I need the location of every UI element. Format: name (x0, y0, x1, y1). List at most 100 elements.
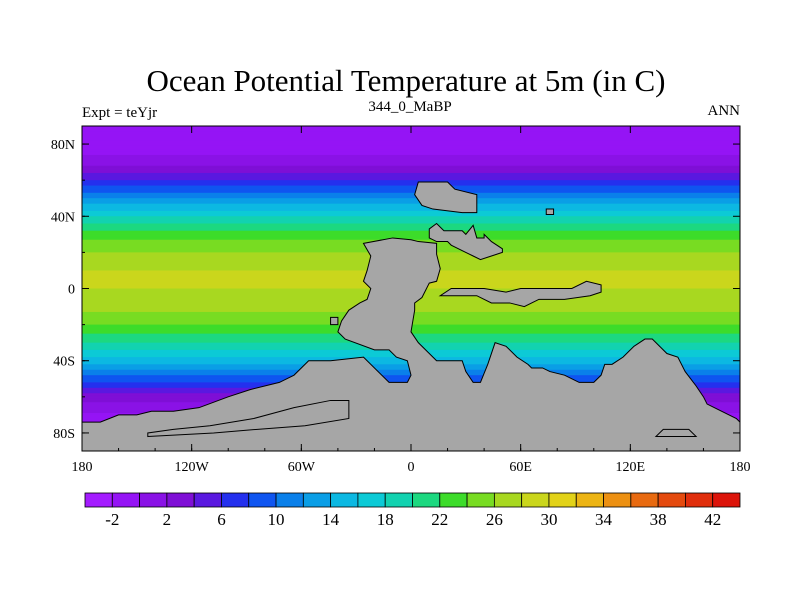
land-east-asia-block (428, 222, 503, 261)
temperature-band (82, 160, 740, 163)
colorbar-swatch (466, 492, 495, 508)
temperature-band (82, 172, 740, 176)
land-antarctic-strip (147, 399, 350, 438)
colorbar-swatch (630, 492, 659, 508)
temperature-band (82, 203, 740, 207)
colorbar-label: 14 (322, 510, 340, 529)
colorbar-swatch (193, 492, 222, 508)
x-tick-label: 60W (288, 460, 316, 475)
colorbar-swatch (84, 492, 113, 508)
colorbar-swatch (384, 492, 413, 508)
temperature-band (82, 227, 740, 230)
colorbar-swatch (712, 492, 741, 508)
x-tick-label: 0 (408, 460, 415, 475)
temperature-band (82, 212, 740, 216)
temperature-band (82, 219, 740, 223)
temperature-band (82, 135, 740, 138)
land-masses (82, 181, 740, 451)
colorbar-label: 10 (268, 510, 285, 529)
y-tick-label: 0 (68, 283, 75, 298)
colorbar-swatch (330, 492, 359, 508)
y-tick-label: 40S (53, 355, 75, 370)
temperature-band (82, 232, 740, 235)
temperature-band (82, 144, 740, 147)
temperature-band (82, 210, 740, 214)
temperature-band (82, 221, 740, 225)
colorbar-swatch (521, 492, 550, 508)
y-tick-label: 40N (51, 210, 75, 225)
land-islet-west-1 (330, 316, 339, 326)
y-tick-label: 80N (51, 138, 75, 153)
colorbar-swatch (166, 492, 195, 508)
colorbar-label: -2 (105, 510, 119, 529)
chart-title: Ocean Potential Temperature at 5m (in C) (147, 63, 666, 98)
temperature-band (82, 192, 740, 196)
temperature-band (82, 154, 740, 158)
temperature-band (82, 196, 740, 199)
temperature-band (82, 140, 740, 143)
temperature-band (82, 205, 740, 208)
plot-area (82, 126, 740, 451)
colorbar-swatch (221, 492, 250, 508)
land-small-island-ne (545, 208, 555, 215)
temperature-band (82, 191, 740, 194)
temperature-band (82, 147, 740, 151)
temperature-band (82, 158, 740, 161)
temperature-band (82, 228, 740, 232)
temperature-band (82, 169, 740, 172)
colorbar-swatch (439, 492, 468, 508)
temperature-band (82, 187, 740, 190)
colorbar-swatch (412, 492, 441, 508)
colorbar-swatch (657, 492, 686, 508)
temperature-band (82, 180, 740, 183)
temperature-band (82, 171, 740, 174)
temperature-band (82, 218, 740, 221)
temperature-band (82, 176, 740, 179)
temperature-band (82, 138, 740, 142)
temperature-band (82, 236, 740, 239)
temperature-band (82, 149, 740, 152)
temperature-band (82, 194, 740, 198)
temperature-band (82, 163, 740, 167)
temperature-band (82, 185, 740, 188)
colorbar: -2 2 6 10 14 18 22 26 30 34 38 42 (84, 492, 741, 529)
colorbar-swatch (111, 492, 140, 508)
temperature-band (82, 216, 740, 219)
land-far-east-islet (654, 428, 698, 438)
colorbar-swatch (357, 492, 386, 508)
colorbar-label: 38 (650, 510, 667, 529)
temperature-band (82, 153, 740, 156)
x-tick-label: 60E (509, 460, 532, 475)
temperature-band (82, 151, 740, 154)
temperature-band (82, 181, 740, 185)
colorbar-swatch (302, 492, 332, 508)
colorbar-label: 2 (163, 510, 172, 529)
temperature-band (82, 200, 740, 203)
temperature-band (82, 237, 740, 241)
temperature-band (82, 167, 740, 170)
colorbar-label: 42 (704, 510, 721, 529)
temperature-band (82, 189, 740, 192)
y-tick-label: 80S (53, 427, 75, 442)
colorbar-swatch (248, 492, 277, 508)
colorbar-swatch (575, 492, 604, 508)
colorbar-label: 26 (486, 510, 503, 529)
colorbar-label: 6 (217, 510, 226, 529)
temperature-band (82, 145, 740, 149)
temperature-band (82, 133, 740, 136)
land-pangea-main (82, 237, 740, 451)
temperature-band (82, 165, 740, 169)
x-tick-label: 180 (72, 460, 93, 475)
x-tick-label: 120E (616, 460, 646, 475)
temperature-band (82, 142, 740, 145)
x-tick-label: 180 (730, 460, 751, 475)
colorbar-label: 30 (540, 510, 557, 529)
subtitle-center: 344_0_MaBP (368, 99, 451, 115)
temperature-band (82, 156, 740, 160)
subtitle-right: ANN (708, 103, 741, 119)
colorbar-label: 22 (431, 510, 448, 529)
colorbar-swatch (139, 492, 168, 508)
temperature-band (82, 209, 740, 212)
colorbar-swatch (493, 492, 523, 508)
colorbar-swatch (685, 492, 714, 508)
